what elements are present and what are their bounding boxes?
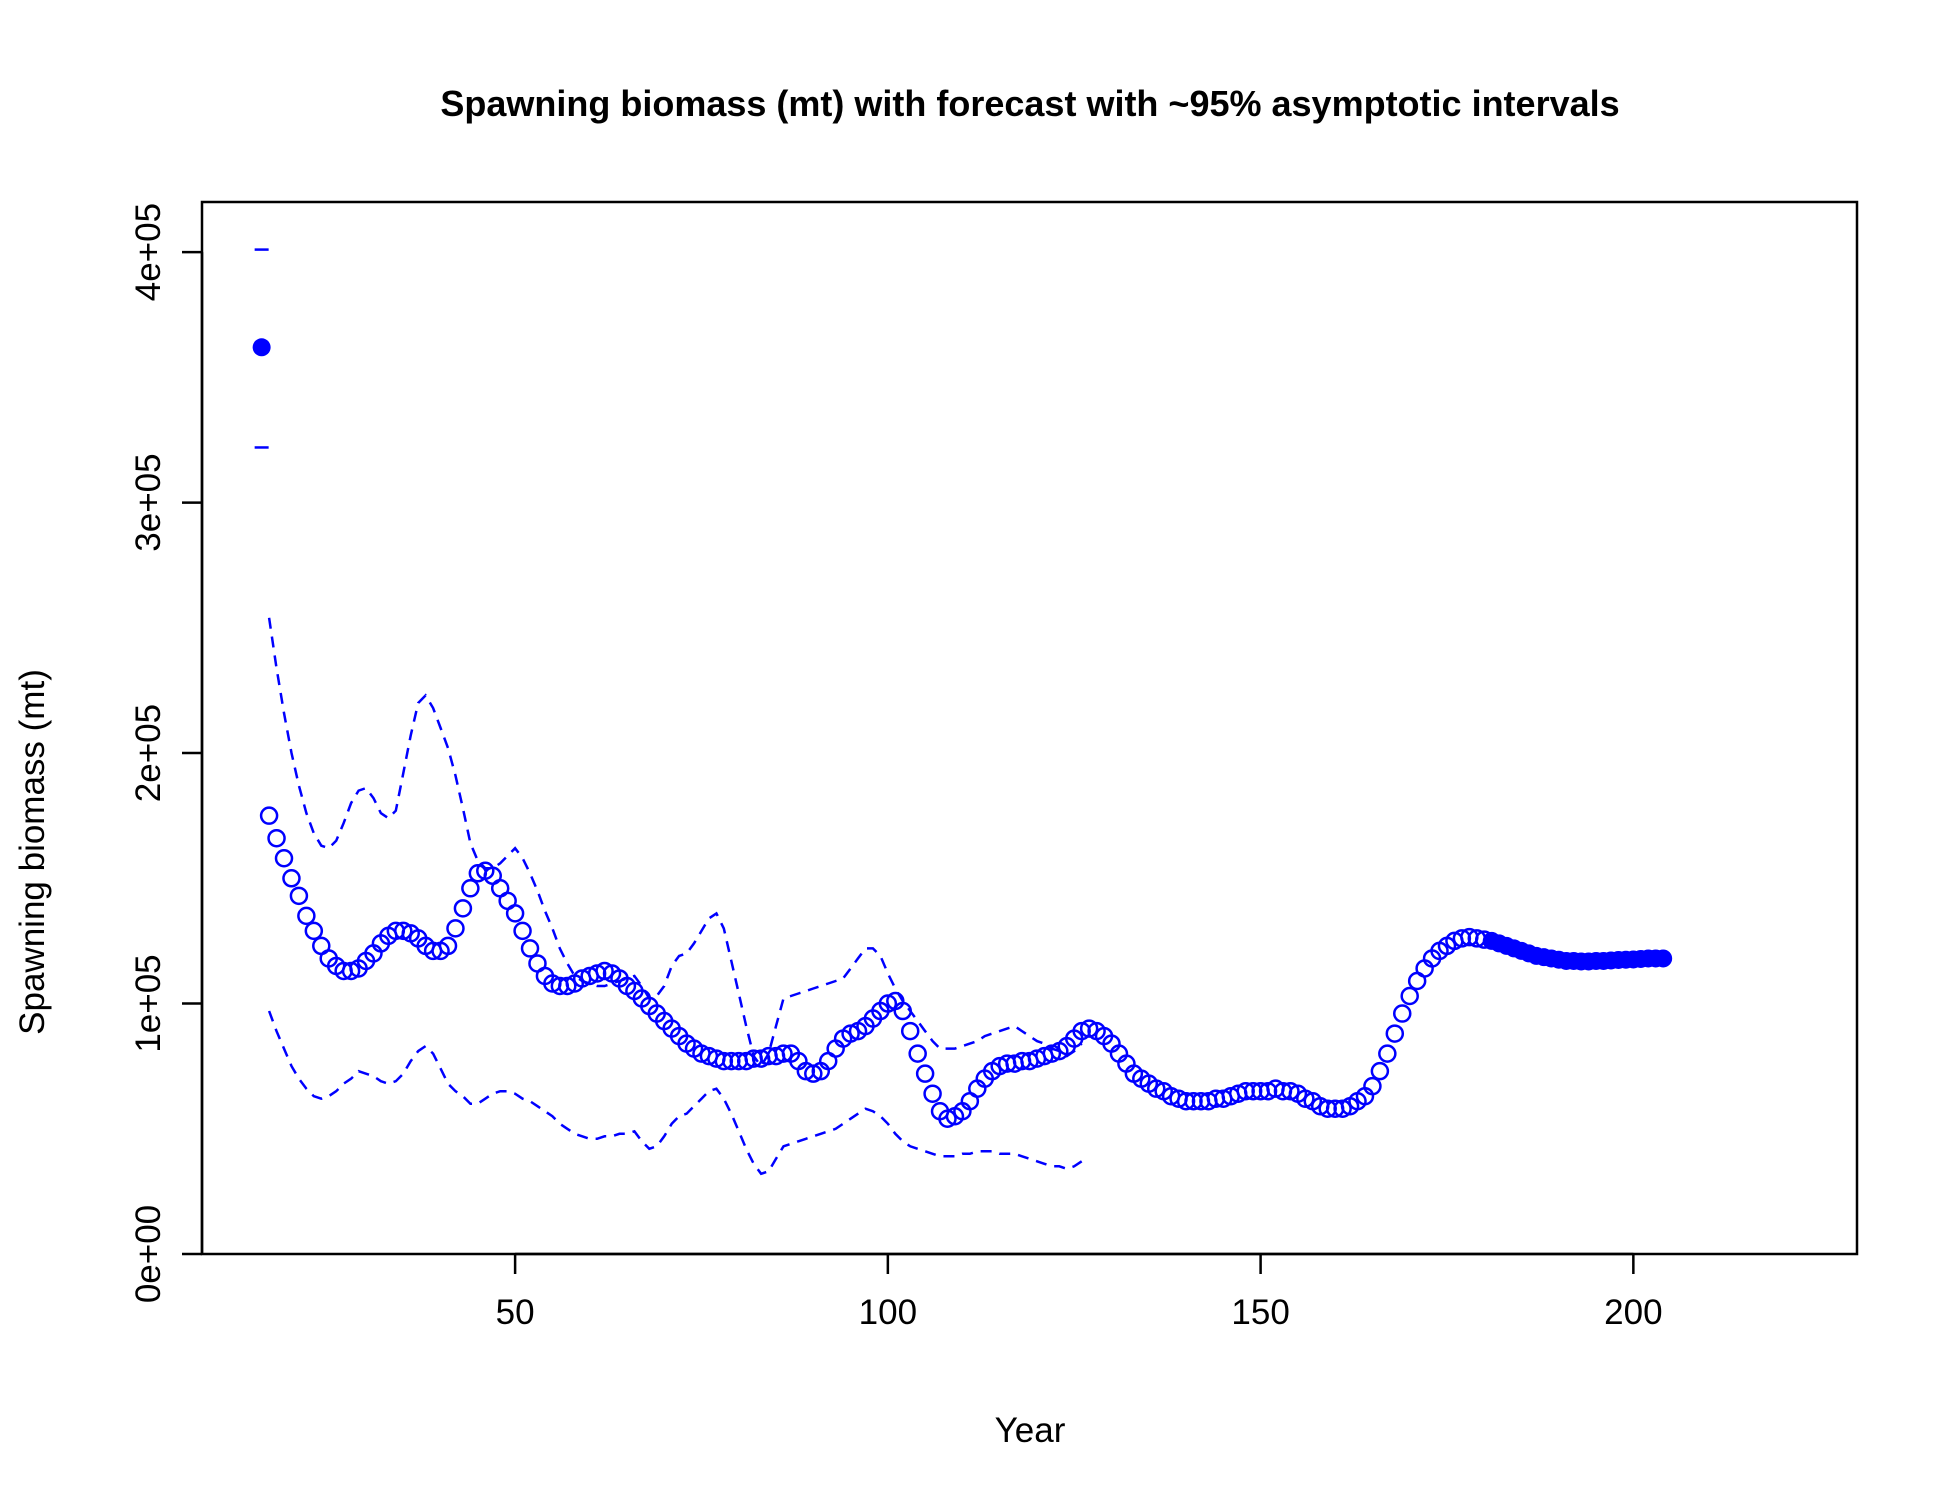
biomass-point [804, 1064, 823, 1083]
y-tick-label: 0e+00 [129, 1205, 168, 1303]
biomass-point [908, 1044, 927, 1063]
plot-area-frame [200, 200, 1859, 1256]
biomass-point [453, 899, 473, 918]
biomass-point [341, 961, 361, 981]
biomass-point [1363, 1076, 1382, 1096]
biomass-point [1296, 1089, 1315, 1108]
biomass-point [394, 921, 413, 941]
y-tick-label: 1e+05 [129, 954, 168, 1052]
biomass-point [1281, 1081, 1300, 1101]
y-tick-label: 4e+05 [129, 203, 168, 301]
biomass-point [900, 1021, 920, 1041]
confidence-intervals [254, 248, 1083, 1176]
upper-interval-line [267, 617, 1083, 1069]
biomass-point [923, 1084, 942, 1103]
x-tick-label: 150 [1231, 1293, 1289, 1332]
x-axis-label: Year [995, 1411, 1066, 1450]
biomass-point [1400, 986, 1419, 1006]
chart-title: Spawning biomass (mt) with forecast with… [440, 83, 1619, 124]
biomass-point [1146, 1079, 1166, 1098]
biomass-point [558, 976, 577, 996]
biomass-point [595, 961, 614, 981]
biomass-point [461, 879, 480, 898]
biomass-point [520, 939, 540, 958]
biomass-point [915, 1064, 935, 1083]
biomass-point [274, 848, 294, 868]
y-tick-label: 3e+05 [129, 453, 168, 551]
x-tick-label: 50 [496, 1293, 535, 1332]
biomass-point [297, 906, 316, 926]
biomass-point [289, 886, 309, 906]
forecast-point [1654, 949, 1673, 968]
biomass-point [1042, 1044, 1062, 1063]
biomass-point [878, 994, 898, 1013]
biomass-point [1079, 1019, 1099, 1038]
x-tick-label: 200 [1604, 1293, 1662, 1332]
lower-interval-line [267, 1010, 1083, 1176]
biomass-point [1385, 1024, 1405, 1043]
biomass-point [938, 1109, 957, 1128]
virgin-biomass-point [252, 338, 271, 357]
biomass-point [282, 869, 301, 888]
y-axis: 0e+00 1e+05 2e+05 3e+05 4e+05 [129, 203, 204, 1303]
y-axis-label: Spawning biomass (mt) [13, 669, 52, 1035]
x-tick-label: 100 [859, 1293, 917, 1332]
y-tick-label: 2e+05 [129, 704, 168, 802]
biomass-point [774, 1044, 793, 1063]
biomass-point [304, 921, 324, 941]
biomass-point [1378, 1044, 1397, 1063]
biomass-point [438, 936, 458, 956]
data-points [252, 338, 1673, 1128]
biomass-point [513, 921, 532, 941]
biomass-point [893, 1001, 913, 1021]
biomass-point [267, 828, 286, 848]
biomass-point [505, 904, 525, 923]
biomass-point [1370, 1061, 1390, 1081]
biomass-point [841, 1024, 860, 1043]
x-axis: 50 100 150 200 [496, 1252, 1663, 1332]
biomass-point [1392, 1004, 1412, 1023]
biomass-point [1333, 1099, 1352, 1118]
biomass-point [446, 919, 465, 938]
biomass-point [259, 806, 279, 825]
